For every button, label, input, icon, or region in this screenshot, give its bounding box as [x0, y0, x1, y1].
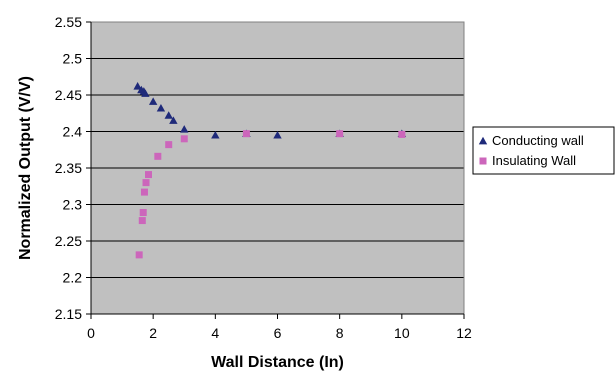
y-tick-label: 2.4 — [63, 124, 83, 140]
square-point — [145, 171, 153, 179]
y-tick-label: 2.35 — [55, 160, 82, 176]
triangle-point — [141, 89, 150, 97]
legend-item: Conducting wall — [478, 133, 584, 148]
legend-items: Conducting wall Insulating Wall — [478, 133, 584, 168]
y-tick-label: 2.45 — [55, 87, 82, 103]
x-tick-label: 6 — [274, 325, 282, 341]
triangle-point — [169, 116, 178, 124]
triangle-point — [164, 111, 173, 119]
square-point — [154, 152, 162, 160]
triangle-point — [273, 130, 282, 139]
square-point — [135, 251, 143, 259]
legend-square-marker — [479, 157, 487, 165]
square-point — [398, 130, 406, 138]
square-point — [165, 141, 173, 149]
square-point — [336, 130, 344, 138]
triangle-point — [148, 97, 158, 105]
legend-label: Conducting wall — [492, 133, 584, 148]
square-point — [139, 209, 147, 217]
gridlines — [91, 21, 464, 315]
y-tick-label: 2.2 — [63, 270, 83, 286]
x-tick-label: 0 — [87, 325, 95, 341]
square-point — [142, 179, 150, 187]
x-tick-label: 4 — [211, 325, 219, 341]
square-point — [242, 130, 250, 138]
x-tick-label: 12 — [456, 325, 472, 341]
triangle-point — [133, 82, 142, 90]
square-point — [138, 217, 146, 225]
square-point — [180, 135, 188, 143]
y-tick-label: 2.5 — [63, 51, 83, 67]
axes: 2.15 2.2 2.25 2.3 2.35 2.4 2.45 2.5 2.55 0 2 4 6 8 10 1… — [55, 14, 472, 341]
y-tick-label: 2.15 — [55, 306, 82, 322]
triangle-point — [180, 125, 189, 133]
data-points — [133, 82, 407, 259]
y-tick-label: 2.55 — [55, 14, 82, 30]
legend-label: Insulating Wall — [492, 153, 576, 168]
series-insulating-wall — [135, 130, 406, 259]
triangle-point — [156, 103, 166, 112]
y-tick-label: 2.25 — [55, 233, 82, 249]
triangle-point — [211, 130, 220, 139]
x-axis-title: Wall Distance (In) — [211, 354, 344, 371]
x-tick-label: 2 — [149, 325, 157, 341]
x-tick-label: 8 — [336, 325, 344, 341]
square-point — [140, 188, 148, 196]
y-axis-title: Normalized Output (V/V) — [17, 76, 34, 260]
legend-item: Insulating Wall — [479, 153, 576, 168]
y-tick-label: 2.3 — [63, 197, 83, 213]
legend-triangle-marker — [478, 136, 488, 145]
legend: Conducting wall Insulating Wall — [472, 126, 615, 175]
x-tick-label: 10 — [394, 325, 410, 341]
legend-box — [472, 126, 615, 175]
